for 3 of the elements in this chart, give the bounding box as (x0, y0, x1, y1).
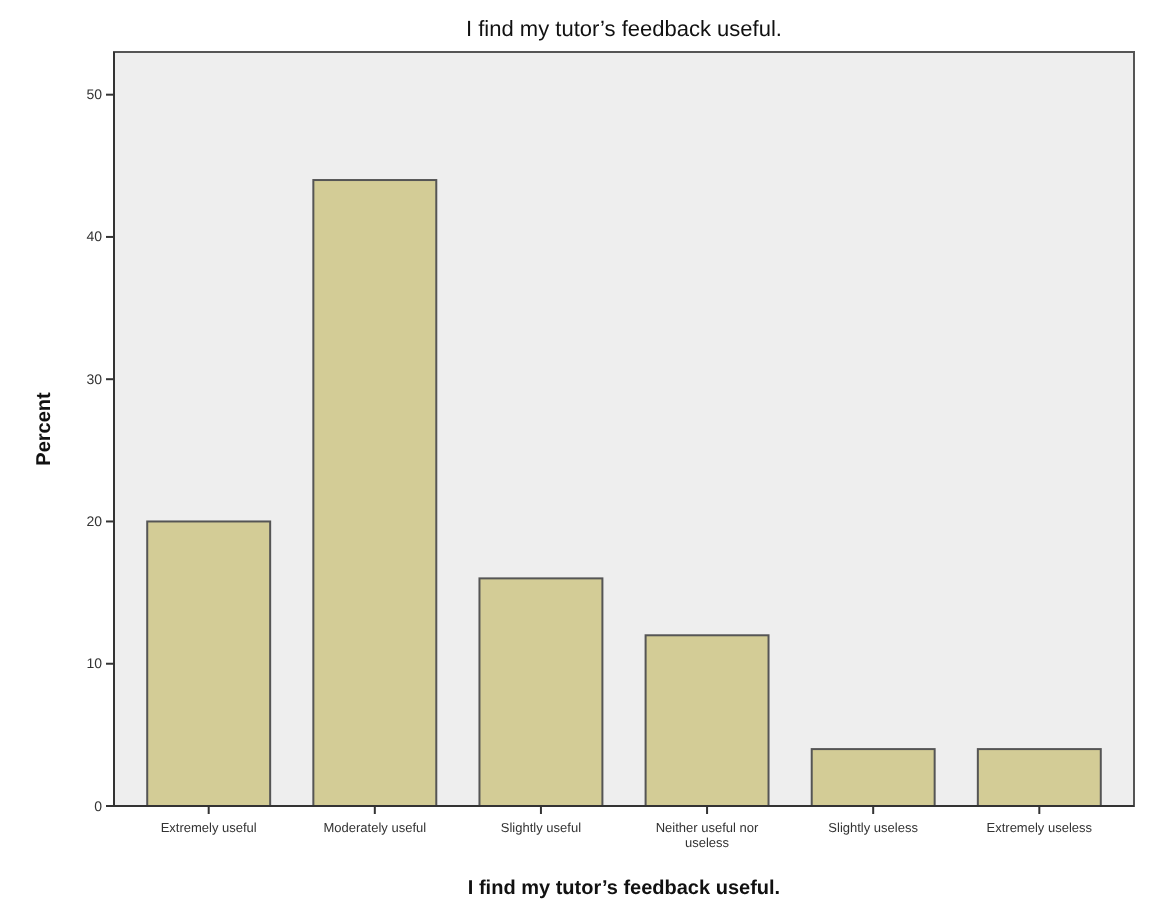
chart-title: I find my tutor’s feedback useful. (466, 18, 782, 42)
x-axis-title: I find my tutor’s feedback useful. (467, 878, 781, 900)
y-axis-title: Percent (34, 390, 56, 466)
